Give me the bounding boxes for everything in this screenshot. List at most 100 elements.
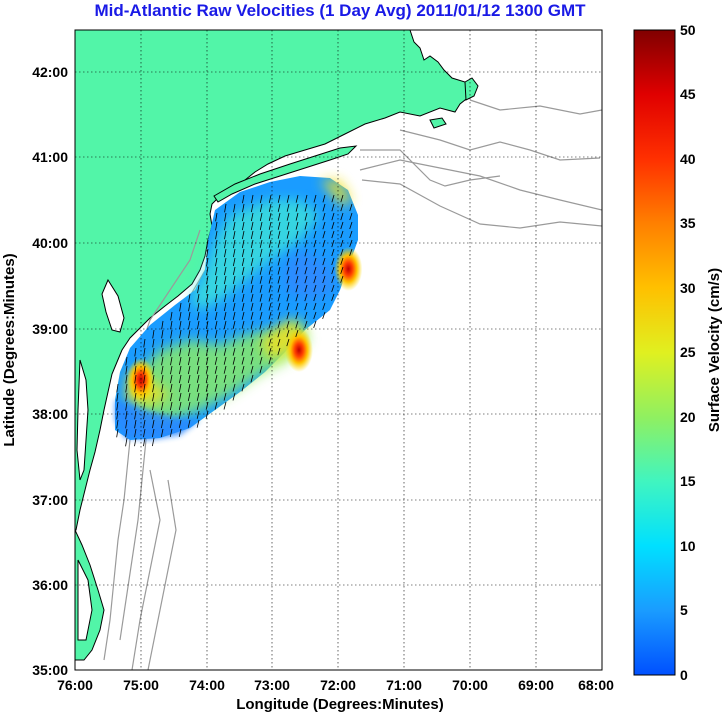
velocity-arrow xyxy=(214,365,218,374)
velocity-arrow xyxy=(304,266,308,275)
velocity-arrow xyxy=(178,428,182,437)
velocity-arrow xyxy=(187,410,191,419)
velocity-arrow xyxy=(125,437,128,447)
velocity-arrow xyxy=(259,302,263,311)
x-tick-label: 72:00 xyxy=(320,677,356,693)
plot-frame xyxy=(74,29,603,671)
velocity-arrow xyxy=(331,194,335,203)
velocity-arrow xyxy=(268,347,272,356)
velocity-arrow xyxy=(152,374,155,384)
velocity-arrow xyxy=(340,194,344,203)
velocity-arrow xyxy=(214,392,218,401)
velocity-arrow xyxy=(259,221,263,230)
velocity-arrow xyxy=(340,221,344,230)
velocity-arrow xyxy=(322,266,326,275)
x-tick-label: 70:00 xyxy=(452,677,488,693)
velocity-arrow xyxy=(322,248,326,257)
velocity-arrow xyxy=(232,356,236,365)
velocity-arrow xyxy=(232,248,236,258)
velocity-arrow xyxy=(242,212,245,222)
velocity-arrow xyxy=(241,311,245,320)
velocity-arrow xyxy=(313,194,317,203)
y-axis: 42:00 41:00 40:00 39:00 38:00 37:00 36:0… xyxy=(1,64,68,678)
velocity-arrow xyxy=(250,257,254,266)
velocity-arrow xyxy=(116,410,119,420)
velocity-arrow xyxy=(161,356,164,366)
velocity-arrow xyxy=(215,266,218,276)
velocity-arrow xyxy=(143,410,146,420)
velocity-arrow xyxy=(286,320,290,329)
velocity-arrow xyxy=(161,347,164,357)
velocity-arrow xyxy=(223,374,227,383)
velocity-arrow xyxy=(125,401,128,411)
velocity-arrow xyxy=(259,248,263,257)
velocity-arrow xyxy=(169,419,173,429)
velocity-arrow xyxy=(233,230,236,240)
velocity-arrow xyxy=(304,311,308,320)
grid-lines xyxy=(75,30,602,670)
velocity-arrow xyxy=(116,392,119,402)
velocity-arrow xyxy=(170,320,173,330)
velocity-arrow xyxy=(286,293,290,302)
velocity-arrow xyxy=(224,221,227,231)
velocity-arrow xyxy=(259,203,263,213)
velocity-arrow xyxy=(223,347,227,356)
velocity-arrow xyxy=(143,392,146,402)
velocity-arrow xyxy=(215,239,218,249)
velocity-arrow xyxy=(187,356,191,366)
velocity-arrow xyxy=(259,194,263,204)
velocity-arrow xyxy=(187,419,191,428)
velocity-arrow xyxy=(295,239,299,248)
velocity-arrow xyxy=(214,329,218,338)
velocity-arrow xyxy=(242,194,245,204)
x-tick-label: 74:00 xyxy=(189,677,225,693)
velocity-arrow xyxy=(214,401,218,410)
velocity-arrow xyxy=(134,437,137,447)
velocity-arrow xyxy=(259,320,263,329)
velocity-arrow xyxy=(268,320,272,329)
velocity-arrow xyxy=(143,383,146,393)
velocity-arrow xyxy=(143,374,146,384)
velocity-arrow xyxy=(224,230,227,240)
velocity-arrow xyxy=(143,338,146,348)
velocity-arrow xyxy=(304,248,308,257)
velocity-arrow xyxy=(178,383,182,393)
velocity-arrow xyxy=(286,338,290,347)
velocity-arrow xyxy=(215,257,218,267)
velocity-arrow xyxy=(179,356,182,366)
velocity-arrow xyxy=(143,356,146,366)
velocity-arrow xyxy=(224,257,227,267)
velocity-arrow xyxy=(170,311,173,321)
velocity-arrow xyxy=(259,275,263,284)
velocity-arrow xyxy=(322,203,326,212)
velocity-arrow xyxy=(268,221,272,230)
velocity-arrow xyxy=(251,194,254,204)
velocity-arrow xyxy=(152,437,155,447)
velocity-arrow xyxy=(242,221,245,231)
velocity-arrow xyxy=(125,356,128,366)
velocity-arrow xyxy=(205,356,209,365)
velocity-arrow xyxy=(340,266,344,274)
colorbar-tick: 20 xyxy=(680,409,696,425)
velocity-arrow xyxy=(304,320,308,329)
velocity-arrow xyxy=(214,311,218,321)
velocity-arrow xyxy=(223,320,227,329)
velocity-arrow xyxy=(268,311,272,320)
velocity-arrow xyxy=(233,203,236,213)
velocity-arrow xyxy=(250,248,254,257)
velocity-arrow xyxy=(179,347,182,357)
chesapeake-bay xyxy=(76,359,89,481)
velocity-arrow xyxy=(134,392,137,402)
velocity-arrow xyxy=(259,338,263,347)
velocity-arrow xyxy=(223,365,227,374)
velocity-arrow xyxy=(277,293,281,302)
velocity-arrow xyxy=(331,239,335,248)
velocity-arrow xyxy=(196,365,200,375)
velocity-arrow xyxy=(170,392,173,402)
velocity-arrow xyxy=(250,365,254,374)
velocity-hotspot xyxy=(126,357,155,402)
velocity-arrow xyxy=(169,401,173,411)
velocity-arrow xyxy=(277,275,281,284)
plot-area xyxy=(74,29,603,671)
velocity-arrow xyxy=(331,257,335,266)
